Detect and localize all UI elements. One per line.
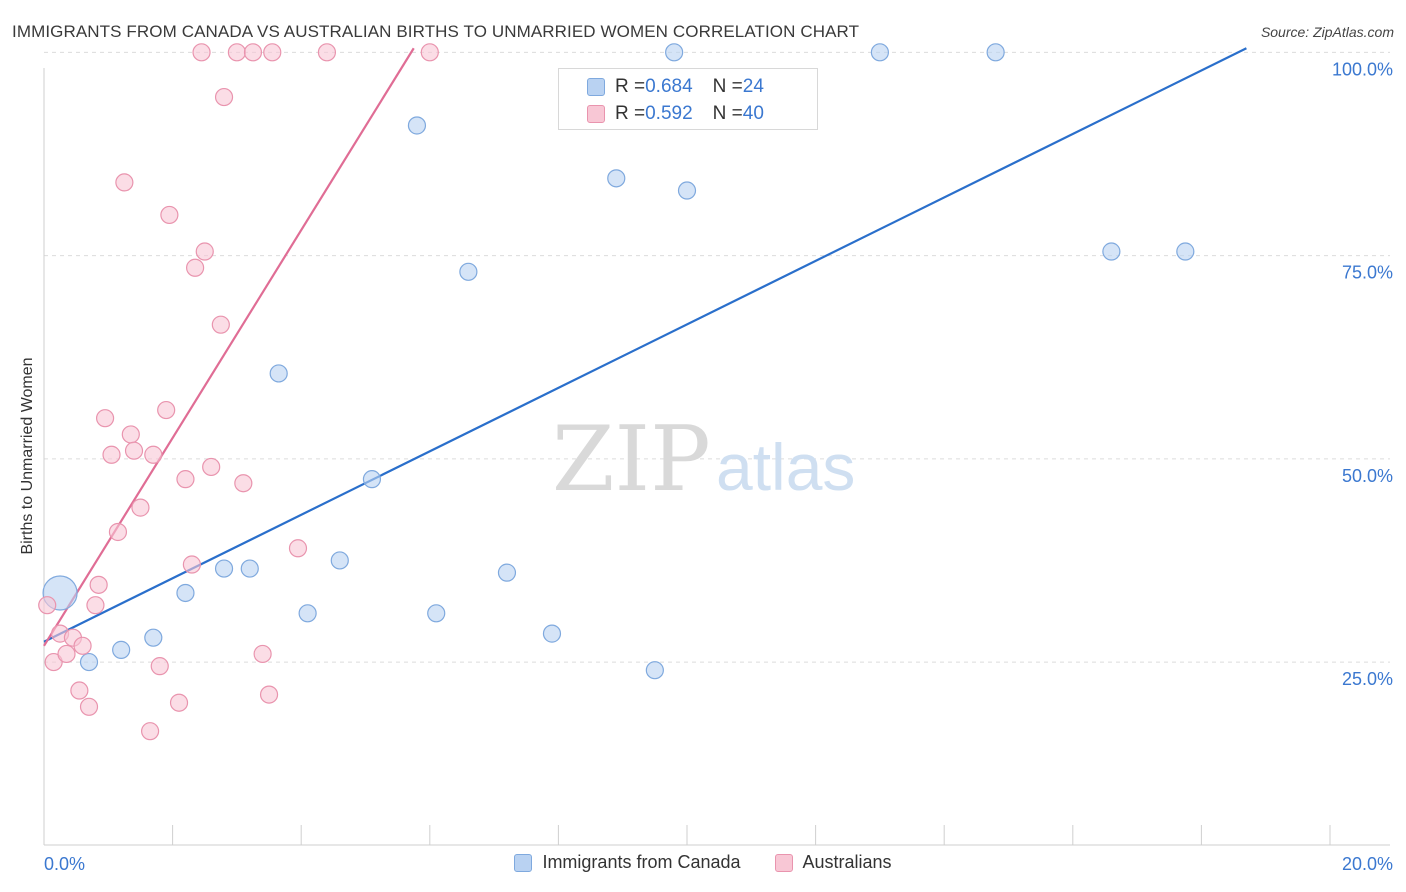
legend-swatch-blue: [587, 78, 605, 96]
point-australians: [57, 644, 76, 664]
point-australians: [317, 43, 337, 62]
legend-label-canada: Immigrants from Canada: [542, 852, 741, 872]
point-australians: [73, 636, 92, 655]
point-canada: [1176, 242, 1195, 261]
point-canada: [144, 628, 163, 647]
legend-n-label: N =: [712, 103, 743, 124]
legend-n-value: 40: [742, 103, 764, 124]
point-australians: [202, 457, 221, 477]
point-australians: [115, 173, 134, 192]
point-canada: [607, 169, 626, 188]
point-australians: [288, 539, 308, 558]
legend-item-australians: Australians: [774, 852, 892, 873]
legend-r-label: R =: [615, 103, 646, 124]
point-canada: [79, 652, 99, 672]
legend-item-canada: Immigrants from Canada: [514, 852, 741, 873]
y-tick-label: 50.0%: [1342, 466, 1393, 486]
point-australians: [243, 43, 263, 62]
legend-n-label: N =: [712, 76, 743, 97]
legend-n-value: 24: [742, 76, 764, 97]
chart-title: IMMIGRANTS FROM CANADA VS AUSTRALIAN BIR…: [12, 22, 860, 41]
point-australians: [227, 43, 246, 62]
point-australians: [70, 681, 89, 700]
point-australians: [38, 596, 57, 615]
point-canada: [269, 364, 288, 383]
point-canada: [542, 624, 562, 643]
point-canada: [214, 559, 234, 578]
point-australians: [89, 575, 108, 594]
x-tick-label: 20.0%: [1342, 854, 1393, 874]
point-australians: [160, 205, 179, 225]
point-canada: [459, 262, 478, 281]
point-canada: [427, 604, 446, 623]
point-australians: [150, 657, 169, 676]
point-australians: [121, 425, 140, 444]
legend-row-canada: R = 0.684 N = 24: [587, 74, 764, 100]
point-australians: [186, 258, 205, 277]
legend-r-value: 0.592: [645, 103, 693, 124]
trend-lines: [43, 47, 1247, 647]
point-australians: [214, 87, 234, 107]
tick-labels: 25.0% 50.0% 75.0% 100.0% 0.0% 20.0%: [44, 59, 1393, 874]
watermark-zip: ZIP: [552, 407, 711, 512]
y-tick-label: 75.0%: [1342, 263, 1393, 283]
point-canada: [176, 583, 195, 603]
point-australians: [259, 685, 279, 704]
trend-line-australians: [43, 47, 415, 647]
chart-source: Source: ZipAtlas.com: [1260, 24, 1394, 40]
point-australians: [263, 43, 282, 62]
point-australians: [144, 445, 163, 464]
point-canada: [407, 116, 427, 135]
point-australians: [131, 498, 150, 517]
point-australians: [157, 400, 176, 420]
point-australians: [102, 445, 121, 464]
legend-swatch-blue: [514, 853, 533, 872]
legend-r-value: 0.684: [645, 76, 693, 97]
point-canada: [870, 43, 890, 62]
series-legend: Immigrants from Canada Australians: [0, 852, 1406, 873]
watermark-atlas: atlas: [716, 430, 855, 504]
point-australians: [44, 652, 63, 672]
point-canada: [645, 661, 664, 680]
y-tick-label: 100.0%: [1332, 59, 1393, 79]
data-points: [38, 43, 1195, 741]
point-australians: [86, 596, 105, 615]
point-australians: [108, 522, 128, 542]
point-australians: [79, 697, 99, 716]
point-australians: [124, 441, 144, 460]
point-australians: [176, 470, 195, 489]
point-canada: [986, 43, 1005, 62]
y-tick-label: 25.0%: [1342, 669, 1393, 689]
x-tick-label: 0.0%: [44, 854, 85, 874]
point-australians: [140, 722, 160, 741]
point-australians: [253, 644, 272, 664]
point-canada: [362, 470, 382, 489]
point-canada: [298, 604, 317, 623]
axes: [43, 68, 1390, 846]
legend-label-australians: Australians: [802, 852, 892, 872]
point-canada: [665, 43, 684, 62]
legend-r-label: R =: [615, 76, 646, 97]
point-canada: [330, 551, 349, 570]
point-australians: [420, 43, 439, 62]
legend-swatch-pink: [774, 853, 793, 872]
point-canada: [677, 181, 697, 200]
point-australians: [211, 315, 230, 334]
point-australians: [234, 474, 253, 493]
point-australians: [182, 555, 201, 574]
correlation-legend: R = 0.684 N = 24 R = 0.592 N = 40: [558, 68, 818, 130]
point-canada: [112, 640, 131, 659]
point-canada: [497, 563, 517, 582]
point-australians: [95, 409, 115, 428]
point-australians: [192, 43, 211, 62]
point-canada: [240, 559, 259, 578]
point-australians: [195, 242, 214, 261]
trend-line-canada: [43, 47, 1247, 643]
point-canada: [1102, 242, 1121, 261]
legend-row-australians: R = 0.592 N = 40: [587, 101, 764, 127]
point-australians: [169, 693, 189, 712]
legend-swatch-pink: [587, 105, 605, 123]
